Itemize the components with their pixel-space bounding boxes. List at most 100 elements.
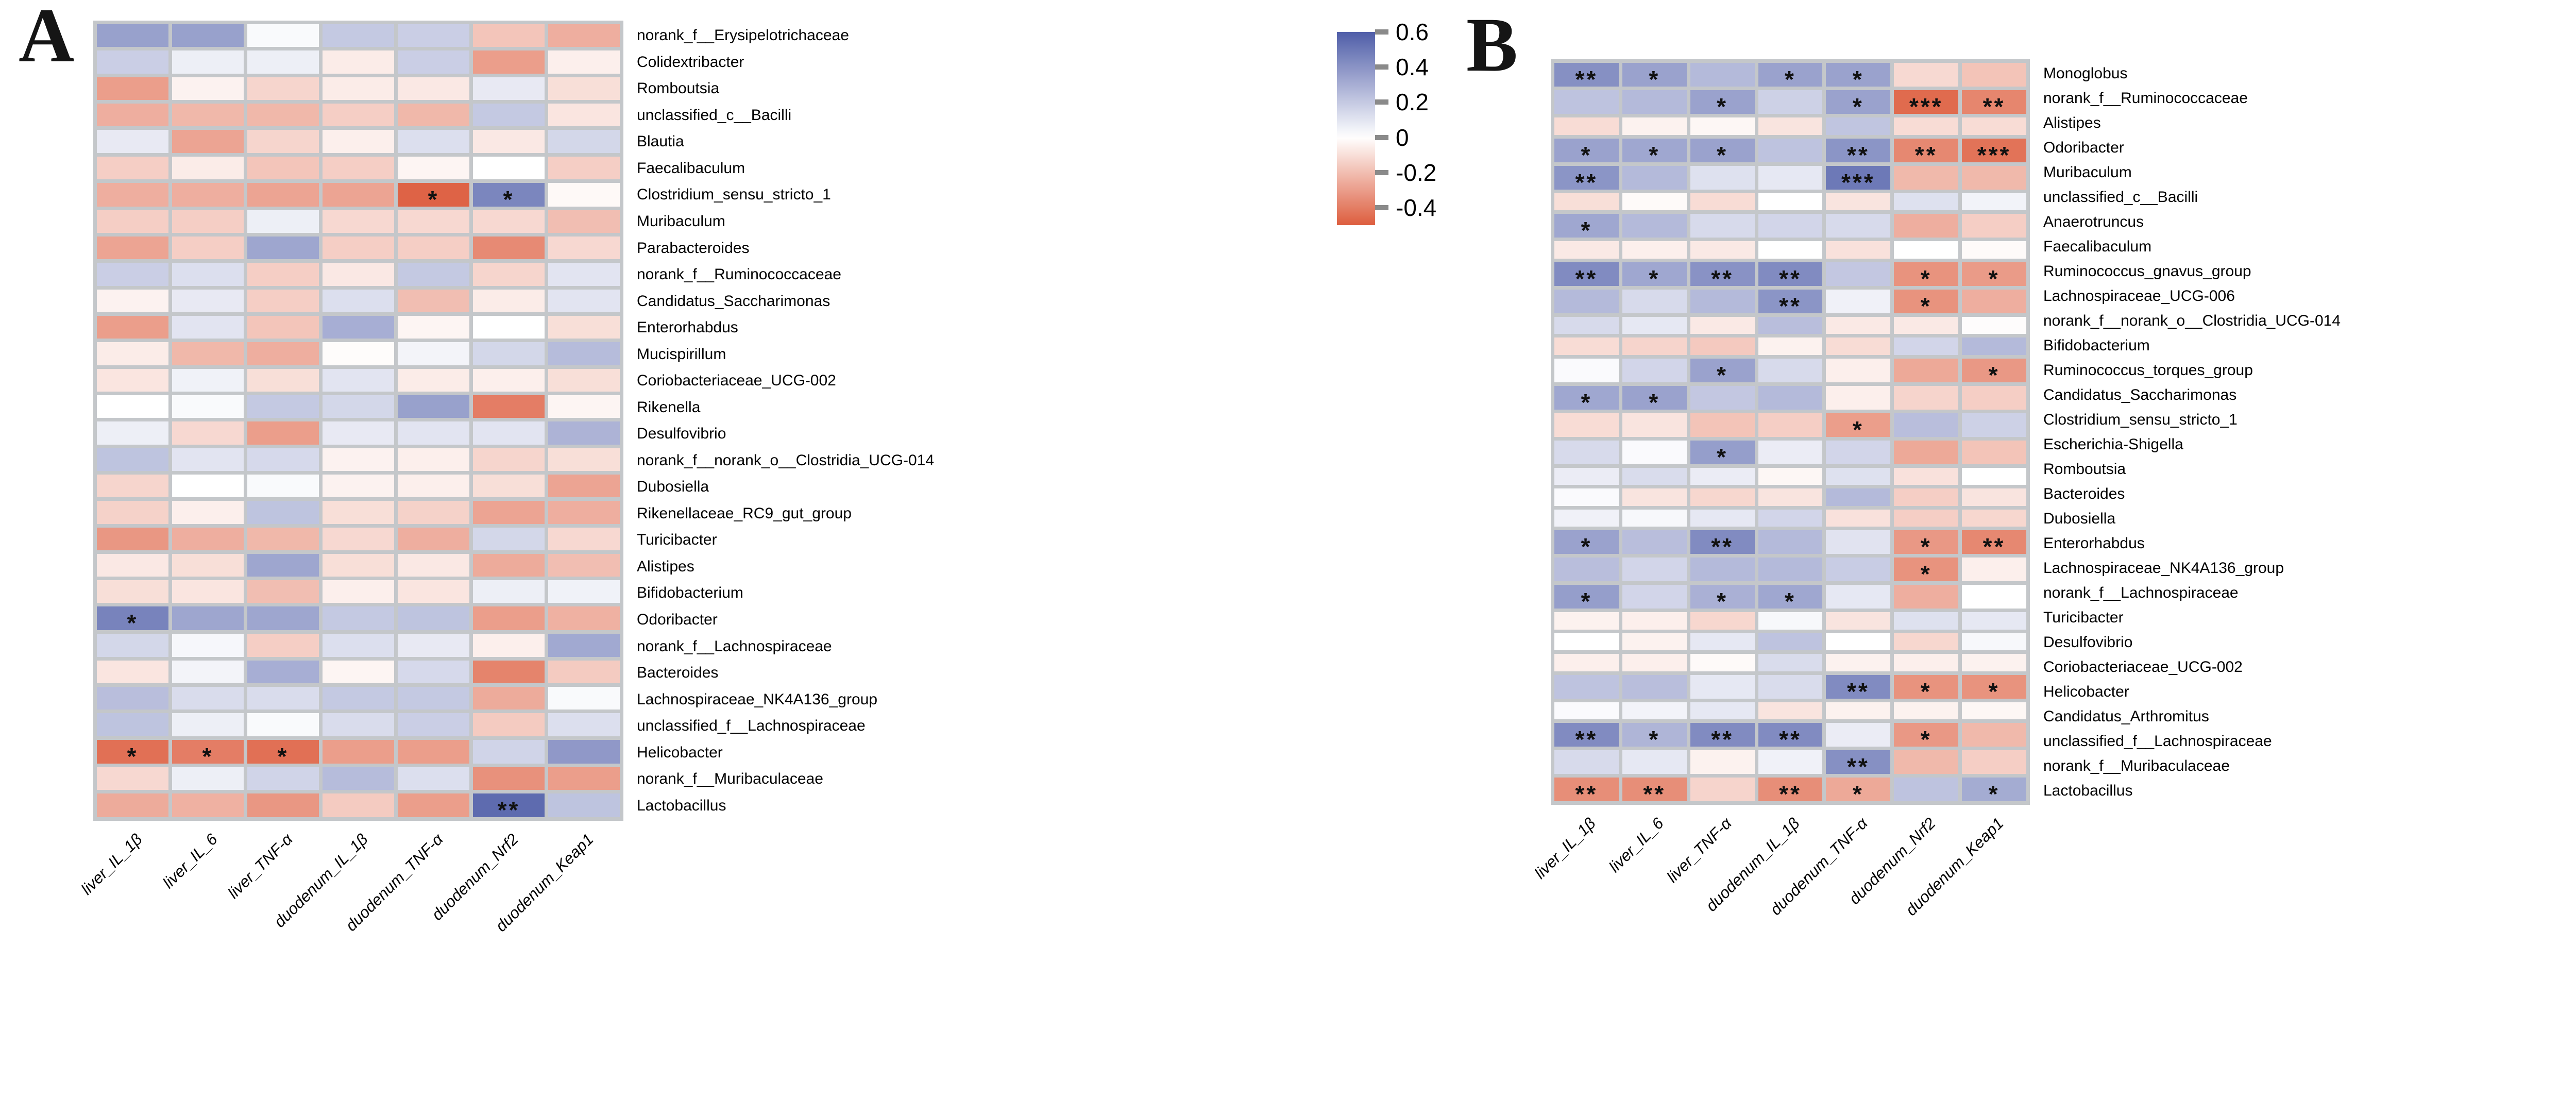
heatmap-cell <box>398 50 469 74</box>
row-label: Rikenella <box>637 398 701 416</box>
colorbar-tick-label: -0.2 <box>1396 159 1437 186</box>
row-label: Turicibacter <box>2043 609 2124 626</box>
heatmap-cell <box>473 739 545 764</box>
heatmap-cell <box>97 263 168 286</box>
heatmap-cell: ** <box>1826 674 1891 703</box>
heatmap-cell <box>473 474 545 498</box>
significance-marker: * <box>1649 141 1660 168</box>
heatmap-cell <box>172 24 244 47</box>
colorbar-tick-label: 0 <box>1396 124 1409 151</box>
heatmap-cell <box>172 395 244 418</box>
heatmap-cell <box>398 448 469 471</box>
heatmap-cell <box>247 210 319 233</box>
heatmap-cell <box>548 103 620 127</box>
heatmap-cell: ** <box>1758 262 1823 291</box>
heatmap-cell <box>548 24 620 47</box>
heatmap-cell <box>1826 241 1891 259</box>
row-label: Escherichia-Shigella <box>2043 435 2183 453</box>
heatmap-cell <box>398 342 469 365</box>
heatmap-cell <box>1622 165 1687 190</box>
heatmap-cell <box>323 50 394 74</box>
heatmap-cell <box>1690 413 1755 437</box>
heatmap-cell <box>1894 413 1959 437</box>
heatmap-cell <box>398 767 469 790</box>
heatmap-cell <box>473 50 545 74</box>
heatmap-cell <box>473 501 545 524</box>
row-label: norank_f__Erysipelotrichaceae <box>637 27 849 44</box>
significance-marker: * <box>503 185 515 213</box>
significance-marker: * <box>1717 588 1728 615</box>
heatmap-cell <box>323 687 394 710</box>
heatmap-cell <box>548 474 620 498</box>
heatmap-cell <box>548 50 620 74</box>
heatmap-cell: * <box>97 606 168 635</box>
col-label: duodenum_Nrf2 <box>428 830 522 924</box>
heatmap-cell <box>1690 63 1755 87</box>
row-label: norank_f__Ruminococcaceae <box>637 266 841 283</box>
heatmap-cell <box>323 342 394 365</box>
heatmap-cell: * <box>1554 385 1619 414</box>
heatmap-cell <box>548 527 620 550</box>
significance-marker: ** <box>1779 726 1802 753</box>
heatmap-cell <box>1826 117 1891 135</box>
significance-marker: *** <box>1977 141 2011 168</box>
heatmap-cell <box>247 103 319 127</box>
heatmap-cell <box>1622 674 1687 699</box>
heatmap-cell <box>1758 654 1823 671</box>
significance-marker: * <box>1852 416 1864 443</box>
heatmap-cell <box>247 660 319 684</box>
heatmap-cell <box>548 606 620 631</box>
heatmap-cell <box>172 501 244 524</box>
heatmap-cell <box>473 527 545 550</box>
heatmap-grid: * * * * * * ** <box>93 21 623 823</box>
heatmap-cell <box>97 580 168 603</box>
heatmap-cell <box>1554 558 1619 581</box>
heatmap-cell <box>247 421 319 445</box>
significance-marker: ** <box>497 797 520 823</box>
significance-marker: * <box>202 742 214 770</box>
heatmap-cell <box>1826 262 1891 286</box>
heatmap-cell <box>1826 289 1891 313</box>
heatmap-cell <box>1962 509 2026 527</box>
col-label: duodenum_Keap1 <box>492 830 597 935</box>
heatmap-cell <box>1690 750 1755 774</box>
heatmap-cell <box>548 713 620 736</box>
heatmap-cell <box>473 421 545 445</box>
heatmap-cell <box>1962 750 2026 774</box>
heatmap-cell <box>473 130 545 153</box>
heatmap-cell <box>1894 358 1959 382</box>
heatmap-cell <box>473 237 545 260</box>
significance-marker: * <box>1988 781 2000 807</box>
heatmap-cell <box>172 237 244 260</box>
heatmap-cell <box>398 156 469 179</box>
heatmap-cell: * <box>1962 358 2026 387</box>
heatmap-cell <box>1622 488 1687 506</box>
heatmap-cell <box>548 739 620 764</box>
heatmap-cell <box>323 316 394 339</box>
heatmap-cell <box>97 210 168 233</box>
heatmap-cell <box>398 103 469 127</box>
significance-marker: ** <box>1711 265 1734 292</box>
heatmap-cell <box>1622 585 1687 609</box>
significance-marker: * <box>1649 726 1660 753</box>
colorbar-tick <box>1375 29 1388 35</box>
heatmap-cell <box>247 289 319 313</box>
significance-marker: * <box>1920 678 1932 705</box>
heatmap-cell <box>1894 117 1959 135</box>
heatmap-cell: * <box>1554 138 1619 167</box>
significance-marker: * <box>1920 561 1932 587</box>
heatmap-cell <box>398 210 469 233</box>
heatmap-cell <box>1758 530 1823 554</box>
heatmap-cell <box>1554 241 1619 259</box>
significance-marker: ** <box>1846 141 1870 168</box>
heatmap-cell <box>473 24 545 47</box>
row-label: Odoribacter <box>2043 139 2124 156</box>
heatmap-cell <box>172 448 244 471</box>
heatmap-cell <box>1758 385 1823 410</box>
heatmap-cell <box>1690 117 1755 135</box>
heatmap-cell <box>172 50 244 74</box>
significance-marker: * <box>428 185 439 213</box>
heatmap-cell <box>323 767 394 790</box>
col-label: liver_IL_1β <box>1531 814 1600 883</box>
row-label: Enterorhabdus <box>637 319 738 336</box>
